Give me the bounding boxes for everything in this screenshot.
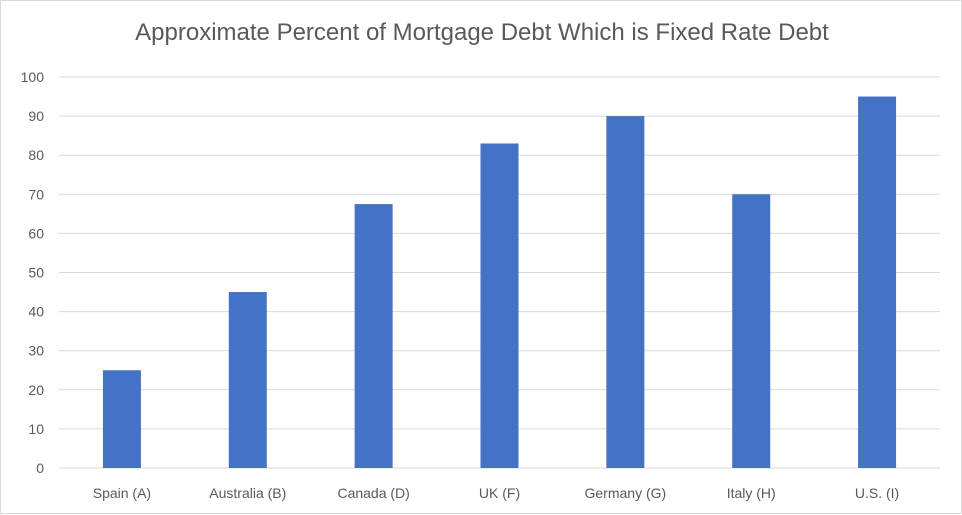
y-tick-label: 0 <box>36 460 44 476</box>
x-tick-label: Italy (H) <box>727 485 776 501</box>
bar <box>858 96 897 469</box>
y-axis-ticks: 0 10 20 30 40 50 60 70 80 90 100 <box>21 69 45 476</box>
bar <box>228 292 267 468</box>
bar <box>480 143 519 468</box>
bar <box>102 370 141 468</box>
x-tick-label: U.S. (I) <box>855 485 899 501</box>
bars <box>102 96 897 469</box>
x-tick-label: Australia (B) <box>209 485 286 501</box>
x-axis-ticks: Spain (A) Australia (B) Canada (D) UK (F) Ge… <box>93 485 899 501</box>
y-tick-label: 40 <box>28 304 44 320</box>
y-tick-label: 90 <box>28 108 44 124</box>
y-tick-label: 70 <box>28 186 44 202</box>
x-tick-label: Germany (G) <box>585 485 667 501</box>
y-tick-label: 30 <box>28 343 44 359</box>
y-tick-label: 80 <box>28 147 44 163</box>
y-tick-label: 50 <box>28 265 44 281</box>
y-tick-label: 60 <box>28 225 44 241</box>
y-tick-label: 10 <box>28 421 44 437</box>
bar <box>606 116 645 468</box>
x-tick-label: UK (F) <box>479 485 520 501</box>
chart-title: Approximate Percent of Mortgage Debt Whi… <box>135 19 829 46</box>
bar <box>354 204 393 468</box>
x-tick-label: Spain (A) <box>93 485 151 501</box>
bar <box>732 194 771 469</box>
x-tick-label: Canada (D) <box>337 485 409 501</box>
y-tick-label: 100 <box>21 69 45 85</box>
y-tick-label: 20 <box>28 382 44 398</box>
